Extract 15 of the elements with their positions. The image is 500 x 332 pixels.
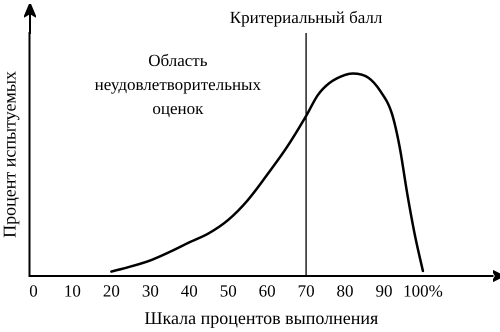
x-tick-label: 60 (258, 282, 276, 301)
x-tick-label: 80 (336, 282, 354, 301)
y-axis-title: Процент испытуемых (0, 71, 20, 238)
annotation: Область неудовлетворительных оценок (94, 50, 262, 118)
x-tick-label: 30 (142, 282, 159, 301)
x-tick-label: 100% (403, 282, 443, 301)
ref-line-label: Критериальный балл (230, 8, 383, 27)
x-tick-label: 70 (298, 282, 315, 301)
x-axis-title: Шкала процентов выполнения (144, 308, 378, 328)
x-tick-label: 50 (220, 282, 237, 301)
x-tick-label: 90 (375, 282, 392, 301)
x-tick-label: 0 (29, 282, 38, 301)
x-tick-label: 40 (180, 282, 198, 301)
x-tick-label: 20 (102, 282, 120, 301)
x-tick-label: 10 (64, 282, 81, 301)
